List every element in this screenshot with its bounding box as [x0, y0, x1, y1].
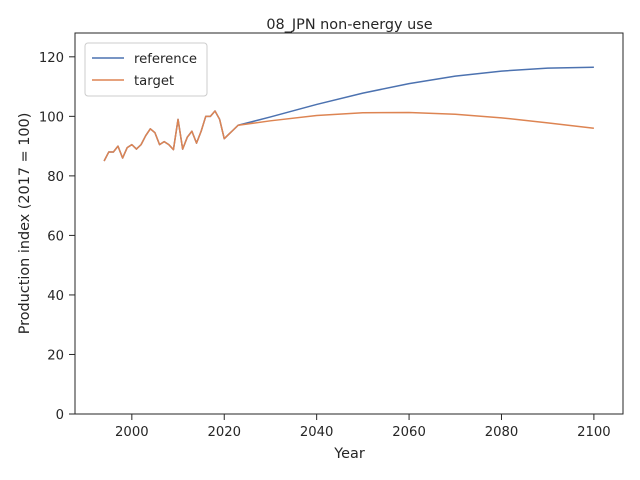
y-tick-label: 40 — [47, 289, 64, 304]
x-tick-label: 2080 — [485, 425, 519, 440]
x-tick-label: 2000 — [115, 425, 149, 440]
x-tick-label: 2040 — [300, 425, 334, 440]
x-tick-label: 2060 — [392, 425, 426, 440]
legend: reference target — [84, 42, 208, 97]
y-tick-label: 20 — [47, 348, 64, 363]
series-line-target — [103, 110, 594, 162]
y-tick-label: 60 — [47, 229, 64, 244]
y-tick-label: 120 — [39, 51, 64, 66]
legend-label-reference: reference — [134, 52, 197, 67]
y-axis-label: Production index (2017 = 100) — [17, 113, 33, 335]
plot-area-frame — [74, 32, 624, 415]
y-tick-label: 100 — [39, 110, 64, 125]
y-tick-label: 0 — [56, 408, 64, 423]
legend-label-target: target — [134, 74, 174, 89]
y-tick-label: 80 — [47, 170, 64, 185]
series-layer — [103, 66, 594, 162]
x-axis-label: Year — [333, 446, 365, 462]
chart-title: 08_JPN non-energy use — [266, 17, 432, 33]
x-tick-label: 2100 — [577, 425, 611, 440]
x-tick-label: 2020 — [207, 425, 241, 440]
legend-box — [84, 42, 208, 97]
